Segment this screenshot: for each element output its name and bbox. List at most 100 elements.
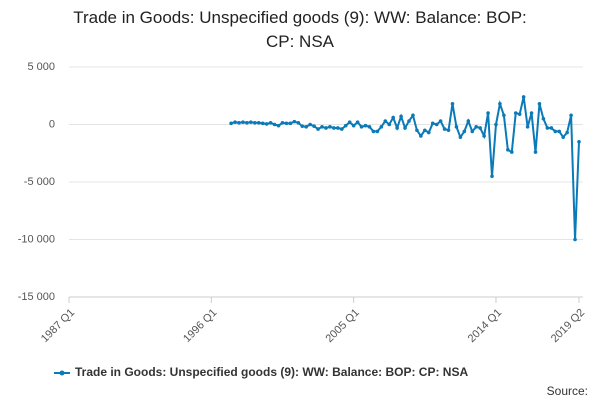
point xyxy=(450,102,455,106)
point xyxy=(462,129,467,134)
x-tick-label: 1996 Q1 xyxy=(181,307,219,345)
y-tick-label: -15 000 xyxy=(18,291,55,303)
point xyxy=(442,127,447,131)
point xyxy=(415,128,419,133)
y-tick-label: 0 xyxy=(49,118,55,130)
point xyxy=(549,126,554,130)
point xyxy=(565,130,569,135)
point xyxy=(292,119,297,124)
point xyxy=(545,126,550,130)
point xyxy=(517,112,522,116)
point xyxy=(438,119,443,123)
point xyxy=(557,129,562,134)
point xyxy=(411,113,415,118)
point xyxy=(229,121,233,126)
point xyxy=(533,150,538,154)
point xyxy=(363,123,368,128)
point xyxy=(375,129,380,134)
point xyxy=(521,95,526,99)
point xyxy=(553,129,558,134)
point xyxy=(506,148,510,152)
point xyxy=(343,123,348,128)
point xyxy=(336,126,340,130)
point xyxy=(387,122,392,127)
point xyxy=(561,135,565,139)
point xyxy=(513,111,518,115)
point xyxy=(399,114,403,119)
point xyxy=(426,130,431,135)
point xyxy=(403,126,407,130)
point xyxy=(241,120,245,124)
point xyxy=(525,125,530,129)
point xyxy=(308,122,312,127)
x-tick-label: 2019 Q2 xyxy=(549,307,587,345)
point xyxy=(486,111,490,115)
legend-label: Trade in Goods: Unspecified goods (9): W… xyxy=(75,365,468,379)
point xyxy=(490,174,494,179)
point xyxy=(284,121,289,126)
x-tick-label: 2005 Q1 xyxy=(324,307,362,345)
point xyxy=(249,120,253,124)
point xyxy=(573,237,577,242)
point xyxy=(509,150,514,154)
point xyxy=(502,113,506,118)
point xyxy=(367,125,372,129)
source: Source: xyxy=(547,384,588,398)
point xyxy=(316,127,320,131)
point xyxy=(355,120,360,124)
point xyxy=(300,124,305,129)
point xyxy=(470,129,475,134)
point xyxy=(288,121,293,126)
point xyxy=(407,119,411,123)
point xyxy=(339,127,344,131)
point xyxy=(253,120,257,125)
point xyxy=(454,125,459,129)
point xyxy=(482,134,486,138)
point xyxy=(391,115,395,120)
point xyxy=(233,120,237,124)
point xyxy=(264,122,269,126)
point xyxy=(371,129,376,134)
point xyxy=(474,125,479,129)
point xyxy=(379,125,384,129)
point xyxy=(280,120,285,125)
point xyxy=(276,123,281,128)
point xyxy=(268,120,273,125)
point xyxy=(359,125,364,129)
point xyxy=(434,122,439,127)
point xyxy=(312,124,316,129)
point xyxy=(478,126,482,130)
point xyxy=(430,121,435,126)
point xyxy=(260,121,265,126)
point xyxy=(466,119,471,123)
point xyxy=(245,120,249,125)
x-tick-label: 1987 Q1 xyxy=(39,307,77,345)
point xyxy=(498,102,502,106)
x-tick-label: 2014 Q1 xyxy=(466,307,504,345)
point xyxy=(237,120,241,125)
legend-marker xyxy=(59,370,65,376)
point xyxy=(320,125,324,129)
point xyxy=(419,134,423,138)
y-tick-label: -5 000 xyxy=(24,176,55,188)
series-line xyxy=(230,96,580,240)
y-tick-label: 5 000 xyxy=(27,61,55,73)
point xyxy=(423,128,427,133)
point xyxy=(494,122,498,127)
point xyxy=(541,116,546,121)
point xyxy=(383,119,388,123)
point xyxy=(272,122,277,127)
point xyxy=(395,126,399,130)
y-tick-label: -10 000 xyxy=(18,233,55,245)
point xyxy=(577,139,581,144)
chart-title: Trade in Goods: Unspecified goods (9): W… xyxy=(73,8,527,51)
point xyxy=(351,123,356,128)
point xyxy=(324,126,328,130)
point xyxy=(529,111,534,115)
point xyxy=(446,128,451,133)
point xyxy=(347,120,352,124)
point xyxy=(256,120,261,125)
point xyxy=(332,126,336,130)
